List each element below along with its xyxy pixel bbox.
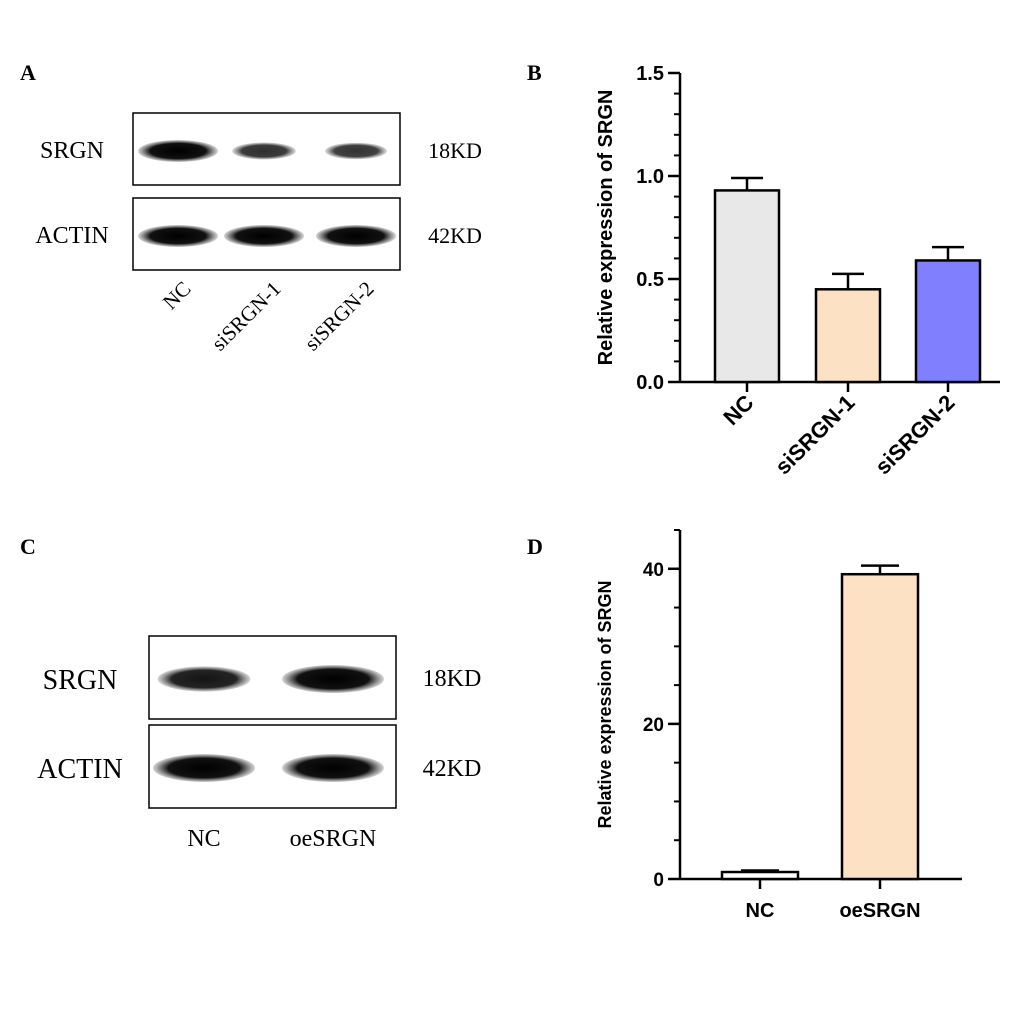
blot-band	[316, 225, 396, 247]
y-axis-label: Relative expression of SRGN	[595, 90, 617, 366]
blot-c-lane-label: oeSRGN	[290, 826, 377, 852]
blot-a-lane-label: siSRGN-1	[207, 277, 286, 356]
bar	[814, 288, 882, 384]
blot-c: SRGN ACTIN 18KD 42KD NC oeSRGN	[37, 635, 482, 852]
bar	[914, 259, 982, 384]
panel-letter-a: A	[20, 60, 36, 85]
chart-b: 0.0 0.5 1.0 1.5 Relative expression of SRGN N…	[595, 63, 1000, 479]
blot-band	[282, 665, 384, 693]
blot-band	[232, 142, 296, 160]
y-tick-label: 20	[643, 715, 664, 736]
y-tick-label: 1.0	[636, 166, 664, 188]
panel-letter-b: B	[527, 60, 542, 85]
y-axis-label: Relative expression of SRGN	[595, 580, 615, 828]
blot-a-srgn-label: SRGN	[40, 138, 104, 164]
blot-band	[282, 754, 384, 782]
x-tick-label: siSRGN-2	[870, 390, 959, 479]
y-tick-label: 0	[653, 870, 664, 891]
y-tick-label: 40	[643, 560, 664, 581]
x-tick-label: oeSRGN	[839, 900, 920, 922]
blot-a-srgn-size: 18KD	[428, 138, 482, 163]
bar	[840, 572, 920, 881]
blot-band	[224, 225, 304, 247]
blot-band	[157, 666, 251, 692]
x-tick-label: NC	[718, 390, 758, 430]
chart-d: 0 20 40 Relative expression of SRGN NC oeSRGN	[595, 529, 962, 922]
panel-letter-d: D	[527, 534, 543, 559]
blot-c-srgn-size: 18KD	[423, 666, 482, 692]
blot-band	[138, 140, 218, 162]
blot-c-actin-size: 42KD	[423, 756, 482, 782]
blot-band	[153, 754, 255, 782]
bar	[720, 870, 800, 881]
panel-letter-c: C	[20, 534, 36, 559]
blot-c-lane-label: NC	[187, 826, 220, 852]
blot-a-actin-size: 42KD	[428, 223, 482, 248]
x-tick-label: NC	[746, 900, 775, 922]
blot-band	[325, 142, 387, 160]
blot-c-actin-label: ACTIN	[37, 754, 123, 785]
blot-a-lane-label: siSRGN-2	[300, 277, 379, 356]
blot-a-lane-label: NC	[158, 277, 196, 315]
blot-c-srgn-label: SRGN	[43, 665, 118, 696]
blot-a-actin-label: ACTIN	[35, 223, 108, 249]
x-tick-label: siSRGN-1	[770, 390, 859, 479]
blot-band	[138, 225, 218, 247]
bar	[713, 189, 781, 384]
blot-a: SRGN ACTIN 18KD 42KD NC siSRGN-1 siSRGN-…	[35, 112, 482, 356]
y-tick-label: 0.5	[636, 269, 664, 291]
y-tick-label: 0.0	[636, 372, 664, 394]
y-tick-label: 1.5	[636, 63, 664, 85]
